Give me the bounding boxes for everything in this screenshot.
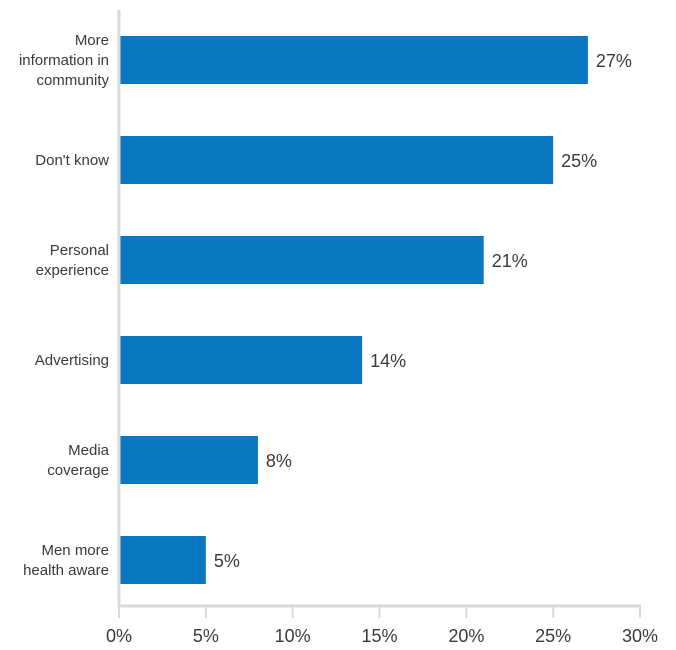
category-label: Men more health aware: [23, 542, 109, 579]
bar: [120, 536, 206, 584]
category-label-line: coverage: [47, 462, 109, 479]
bar: [120, 36, 588, 84]
category-label-line: Advertising: [35, 352, 109, 369]
bar-value-label: 14%: [370, 351, 406, 371]
x-tick-label: 10%: [275, 626, 311, 646]
bars-layer: [120, 36, 588, 584]
x-tick-label: 5%: [193, 626, 219, 646]
bar: [120, 336, 363, 384]
labels-layer: 27% More information in community 25% Don't k…: [19, 32, 632, 579]
category-label-line: experience: [36, 262, 109, 279]
category-label-line: Media: [68, 442, 110, 459]
bar: [120, 236, 484, 284]
bar: [120, 436, 258, 484]
category-label-line: information in: [19, 52, 109, 69]
x-tick-label: 15%: [361, 626, 397, 646]
category-label-line: community: [36, 72, 109, 89]
x-tick-label: 30%: [622, 626, 658, 646]
category-label-line: health aware: [23, 562, 109, 579]
category-label-line: Men more: [41, 542, 109, 559]
category-label: Personal experience: [36, 242, 109, 279]
category-label: Media coverage: [47, 442, 109, 479]
x-tick-label: 25%: [535, 626, 571, 646]
bar-value-label: 21%: [492, 251, 528, 271]
bar: [120, 136, 554, 184]
x-tick-label: 0%: [106, 626, 132, 646]
x-tick-label: 20%: [448, 626, 484, 646]
axis-layer: 0% 5% 10% 15% 20% 25% 30%: [106, 10, 658, 646]
category-label: More information in community: [19, 32, 110, 89]
bar-value-label: 5%: [214, 551, 240, 571]
category-label-line: Personal: [50, 242, 109, 259]
category-label: Don't know: [35, 152, 109, 169]
bar-value-label: 8%: [266, 451, 292, 471]
bar-value-label: 25%: [561, 151, 597, 171]
bar-value-label: 27%: [596, 51, 632, 71]
category-label: Advertising: [35, 352, 109, 369]
category-label-line: More: [75, 32, 109, 49]
category-label-line: Don't know: [35, 152, 109, 169]
